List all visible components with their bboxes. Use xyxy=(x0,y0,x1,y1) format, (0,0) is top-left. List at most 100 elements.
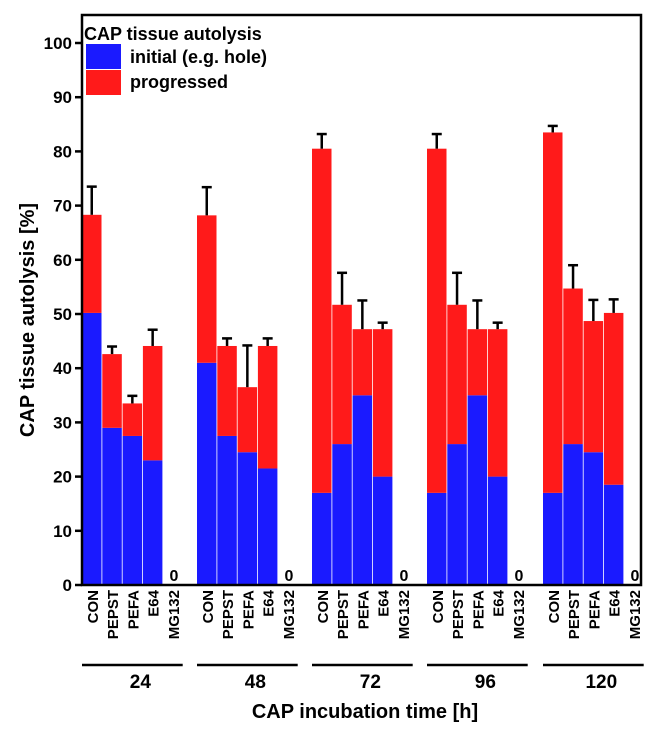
bar-initial xyxy=(447,444,467,585)
category-label: MG132 xyxy=(627,590,644,639)
group-label: 24 xyxy=(130,672,152,693)
y-tick-label: 30 xyxy=(53,413,72,432)
legend-swatch-progressed xyxy=(86,70,121,95)
category-label: MG132 xyxy=(281,590,298,639)
bar-initial xyxy=(237,452,258,585)
legend-label-progressed: progressed xyxy=(130,72,228,92)
category-label: MG132 xyxy=(166,590,183,639)
bar-progressed xyxy=(372,329,393,477)
bar-progressed xyxy=(217,345,237,436)
bar-progressed xyxy=(467,329,488,396)
y-ticks-layer: 0 10 20 30 40 50 60 70 80 90 100 xyxy=(44,34,82,595)
category-label: E64 xyxy=(261,589,278,616)
y-tick-label: 20 xyxy=(53,468,72,487)
axes-layer xyxy=(80,13,643,587)
bars-layer: 0 0 0 0 0 xyxy=(82,132,639,585)
category-label: PEFA xyxy=(470,590,487,629)
bar-initial xyxy=(543,492,563,585)
category-label: CON xyxy=(315,590,332,623)
category-label: CON xyxy=(430,590,447,623)
bar-progressed xyxy=(447,304,467,445)
category-label: CON xyxy=(200,590,217,623)
bar-progressed xyxy=(563,288,583,445)
y-tick-label: 0 xyxy=(63,576,72,595)
bar-progressed xyxy=(312,148,332,493)
bar-progressed xyxy=(583,321,604,453)
bar-progressed xyxy=(82,214,102,313)
y-tick-label: 70 xyxy=(53,197,72,216)
bar-initial xyxy=(332,444,352,585)
y-tick-label: 60 xyxy=(53,251,72,270)
y-tick-label: 100 xyxy=(44,34,72,53)
category-label: PEPST xyxy=(566,590,583,639)
bar-initial xyxy=(102,427,122,585)
bar-initial xyxy=(82,312,102,585)
bar-initial xyxy=(312,492,332,585)
y-tick-label: 50 xyxy=(53,305,72,324)
category-label: E64 xyxy=(146,589,163,616)
y-tick-label: 80 xyxy=(53,142,72,161)
bar-initial xyxy=(257,468,278,585)
bar-initial xyxy=(467,395,488,585)
category-label: E64 xyxy=(607,589,624,616)
zero-value-label: 0 xyxy=(169,568,178,585)
category-label: PEFA xyxy=(240,590,257,629)
y-axis-title: CAP tissue autolysis [%] xyxy=(17,203,39,437)
bar-progressed xyxy=(197,215,217,363)
y-tick-label: 90 xyxy=(53,88,72,107)
category-label: PEFA xyxy=(586,590,603,629)
bar-progressed xyxy=(352,329,373,396)
x-axis-title: CAP incubation time [h] xyxy=(252,701,478,723)
legend-swatch-initial xyxy=(86,44,121,69)
legend-label-initial: initial (e.g. hole) xyxy=(130,47,267,67)
category-label: MG132 xyxy=(511,590,528,639)
category-label: PEPST xyxy=(450,590,467,639)
bar-progressed xyxy=(543,132,563,493)
legend: CAP tissue autolysis initial (e.g. hole)… xyxy=(84,24,267,95)
bar-initial xyxy=(372,476,393,585)
bar-initial xyxy=(583,452,604,585)
category-label: E64 xyxy=(376,589,393,616)
group-label: 48 xyxy=(245,672,266,693)
category-label: CON xyxy=(546,590,563,623)
bar-initial xyxy=(352,395,373,585)
bar-initial xyxy=(427,492,447,585)
category-label: E64 xyxy=(491,589,508,616)
bar-initial xyxy=(217,435,237,585)
group-label: 72 xyxy=(360,672,381,693)
bar-initial xyxy=(122,435,143,585)
zero-value-label: 0 xyxy=(284,568,293,585)
y-tick-label: 10 xyxy=(53,522,72,541)
zero-value-label: 0 xyxy=(399,568,408,585)
bar-progressed xyxy=(427,148,447,493)
bar-progressed xyxy=(603,312,624,485)
bar-initial xyxy=(142,460,163,585)
legend-title: CAP tissue autolysis xyxy=(84,24,262,44)
category-label: PEFA xyxy=(125,590,142,629)
y-tick-label: 40 xyxy=(53,359,72,378)
bar-progressed xyxy=(122,403,143,436)
bar-progressed xyxy=(237,387,258,453)
error-bars-layer xyxy=(86,124,619,404)
bar-initial xyxy=(197,362,217,585)
category-label: MG132 xyxy=(396,590,413,639)
bar-progressed xyxy=(257,345,278,469)
category-label: PEPST xyxy=(220,590,237,639)
category-label: PEFA xyxy=(355,590,372,629)
bar-progressed xyxy=(102,354,122,428)
group-label: 96 xyxy=(475,672,496,693)
bar-initial xyxy=(563,444,583,585)
category-label: PEPST xyxy=(335,590,352,639)
bar-initial xyxy=(603,484,624,585)
bar-initial xyxy=(487,476,508,585)
zero-value-label: 0 xyxy=(630,568,639,585)
category-label: PEPST xyxy=(105,590,122,639)
bar-progressed xyxy=(487,329,508,477)
zero-value-label: 0 xyxy=(514,568,523,585)
plot-frame xyxy=(80,13,643,587)
bar-progressed xyxy=(142,345,163,461)
group-label: 120 xyxy=(585,672,617,693)
